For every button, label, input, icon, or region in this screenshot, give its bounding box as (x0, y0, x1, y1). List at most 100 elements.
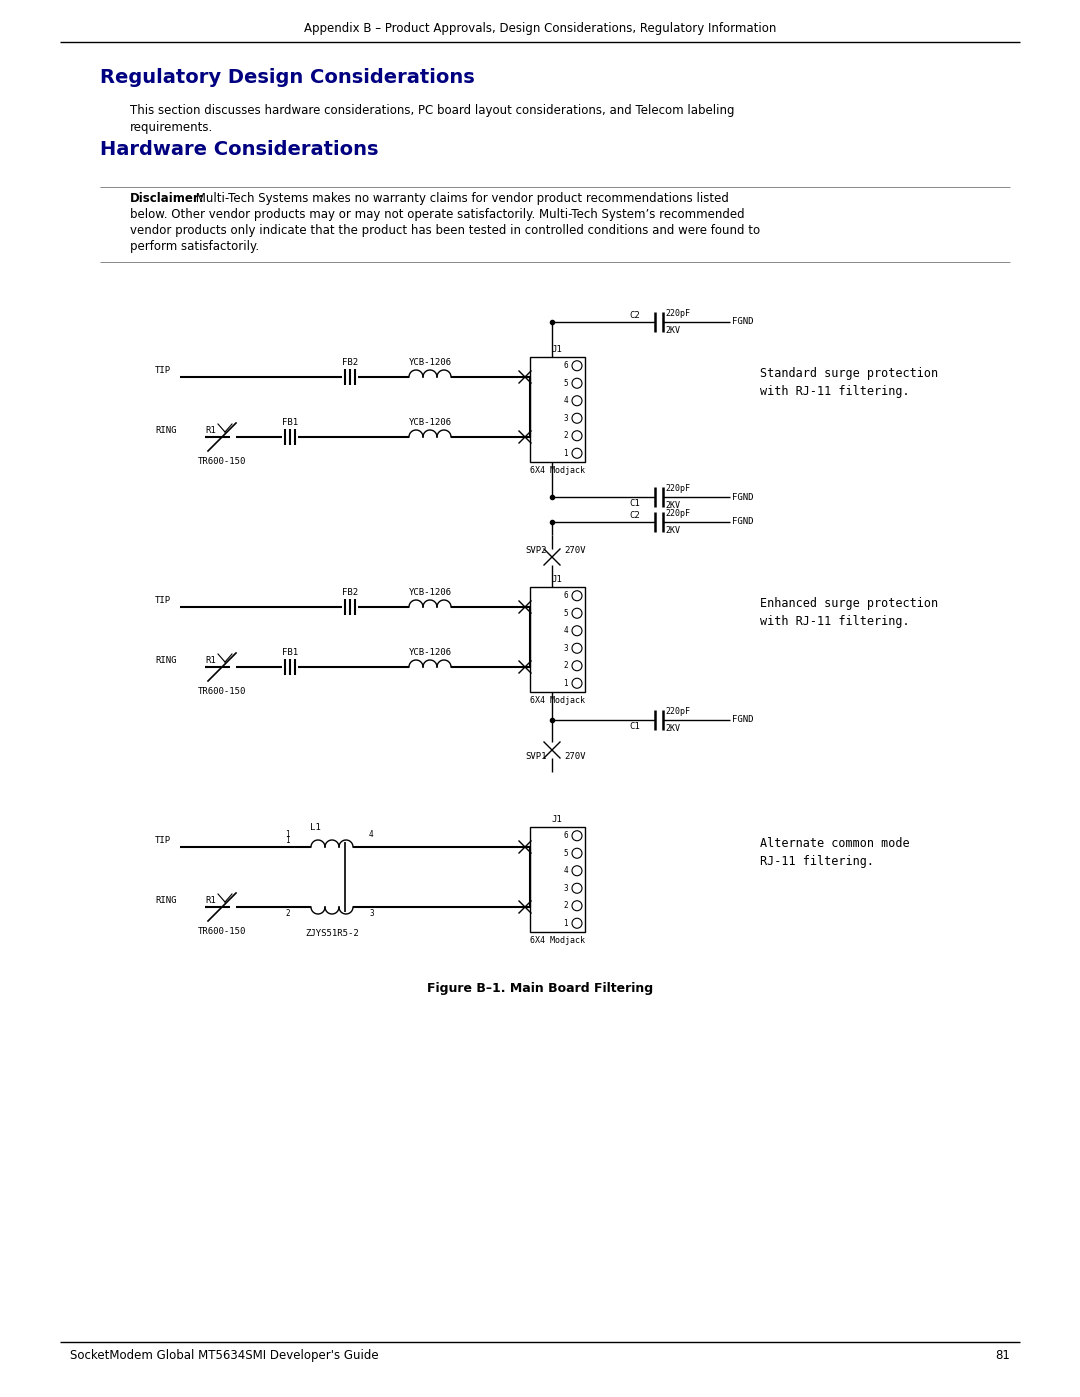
Text: 270V: 270V (564, 546, 585, 555)
Text: 220pF: 220pF (665, 509, 690, 518)
Text: Alternate common mode: Alternate common mode (760, 837, 909, 849)
Circle shape (572, 360, 582, 370)
Text: J1: J1 (552, 576, 563, 584)
Text: SVP1: SVP1 (526, 752, 546, 761)
Text: 220pF: 220pF (665, 707, 690, 717)
Text: 81: 81 (995, 1350, 1010, 1362)
Text: 6X4 Modjack: 6X4 Modjack (529, 467, 584, 475)
Text: YCB-1206: YCB-1206 (408, 358, 451, 367)
Text: Multi-Tech Systems makes no warranty claims for vendor product recommendations l: Multi-Tech Systems makes no warranty cla… (192, 191, 729, 205)
Text: R1: R1 (205, 426, 216, 434)
Circle shape (572, 379, 582, 388)
Text: Appendix B – Product Approvals, Design Considerations, Regulatory Information: Appendix B – Product Approvals, Design C… (303, 22, 777, 35)
Text: 2: 2 (564, 432, 568, 440)
Text: with RJ-11 filtering.: with RJ-11 filtering. (760, 386, 909, 398)
Text: 6X4 Modjack: 6X4 Modjack (529, 936, 584, 944)
Text: Enhanced surge protection: Enhanced surge protection (760, 597, 939, 610)
Text: with RJ-11 filtering.: with RJ-11 filtering. (760, 615, 909, 629)
Text: This section discusses hardware considerations, PC board layout considerations, : This section discusses hardware consider… (130, 103, 734, 117)
Text: RING: RING (156, 895, 176, 905)
Circle shape (572, 608, 582, 619)
Text: C1: C1 (630, 722, 640, 731)
Text: RJ-11 filtering.: RJ-11 filtering. (760, 855, 874, 868)
Text: FGND: FGND (732, 493, 754, 502)
Text: FGND: FGND (732, 317, 754, 327)
Text: J1: J1 (552, 814, 563, 824)
Text: SVP2: SVP2 (526, 546, 546, 555)
Text: FB2: FB2 (342, 588, 359, 597)
Text: 2: 2 (564, 901, 568, 911)
Text: R1: R1 (205, 895, 216, 905)
Text: 220pF: 220pF (665, 309, 690, 319)
Circle shape (572, 395, 582, 405)
Text: RING: RING (156, 657, 176, 665)
Text: C2: C2 (630, 312, 640, 320)
Circle shape (572, 414, 582, 423)
Text: 270V: 270V (564, 752, 585, 761)
Bar (530, 827, 585, 932)
Circle shape (572, 901, 582, 911)
Text: TIP: TIP (156, 835, 171, 845)
Text: 2KV: 2KV (665, 527, 680, 535)
Text: 5: 5 (564, 849, 568, 858)
Text: below. Other vendor products may or may not operate satisfactorily. Multi-Tech S: below. Other vendor products may or may … (130, 208, 744, 221)
Text: 3: 3 (564, 644, 568, 652)
Text: 3: 3 (564, 414, 568, 423)
Text: Figure B–1. Main Board Filtering: Figure B–1. Main Board Filtering (427, 982, 653, 995)
Text: 5: 5 (564, 379, 568, 388)
Text: TR600-150: TR600-150 (198, 928, 246, 936)
Text: TIP: TIP (156, 597, 171, 605)
Text: 2KV: 2KV (665, 502, 680, 510)
Text: TR600-150: TR600-150 (198, 687, 246, 696)
Text: Disclaimer:: Disclaimer: (130, 191, 204, 205)
Text: TR600-150: TR600-150 (198, 457, 246, 467)
Text: 2KV: 2KV (665, 326, 680, 335)
Circle shape (572, 866, 582, 876)
Text: RING: RING (156, 426, 176, 434)
Text: 1: 1 (564, 448, 568, 458)
Text: 1: 1 (564, 919, 568, 928)
Text: YCB-1206: YCB-1206 (408, 418, 451, 427)
Circle shape (572, 679, 582, 689)
Text: YCB-1206: YCB-1206 (408, 648, 451, 657)
Text: J1: J1 (552, 345, 563, 353)
Text: R1: R1 (205, 657, 216, 665)
Text: 4: 4 (564, 626, 568, 636)
Text: perform satisfactorily.: perform satisfactorily. (130, 240, 259, 253)
Text: 1: 1 (564, 679, 568, 687)
Text: 6: 6 (564, 591, 568, 601)
Text: 3: 3 (369, 909, 374, 918)
Text: SocketModem Global MT5634SMI Developer's Guide: SocketModem Global MT5634SMI Developer's… (70, 1350, 379, 1362)
Circle shape (572, 848, 582, 858)
Text: 5: 5 (564, 609, 568, 617)
Text: 2: 2 (285, 909, 291, 918)
Text: Standard surge protection: Standard surge protection (760, 367, 939, 380)
Text: 1: 1 (285, 835, 291, 845)
Text: FGND: FGND (732, 715, 754, 725)
Circle shape (572, 643, 582, 654)
Circle shape (572, 430, 582, 440)
Text: C2: C2 (630, 511, 640, 520)
Text: Regulatory Design Considerations: Regulatory Design Considerations (100, 68, 475, 87)
Text: 4: 4 (564, 866, 568, 876)
Text: FGND: FGND (732, 517, 754, 527)
Text: vendor products only indicate that the product has been tested in controlled con: vendor products only indicate that the p… (130, 224, 760, 237)
Circle shape (572, 918, 582, 928)
Circle shape (572, 831, 582, 841)
Text: 6: 6 (564, 831, 568, 840)
Text: requirements.: requirements. (130, 122, 213, 134)
Text: YCB-1206: YCB-1206 (408, 588, 451, 597)
Text: 4: 4 (369, 830, 374, 840)
Text: ZJYS51R5-2: ZJYS51R5-2 (306, 929, 359, 937)
Text: 6: 6 (564, 362, 568, 370)
Text: TIP: TIP (156, 366, 171, 374)
Text: C1: C1 (630, 499, 640, 509)
Text: 6X4 Modjack: 6X4 Modjack (529, 696, 584, 705)
Text: Hardware Considerations: Hardware Considerations (100, 140, 378, 159)
Bar (530, 587, 585, 692)
Text: L1: L1 (310, 823, 321, 833)
Circle shape (572, 661, 582, 671)
Circle shape (572, 626, 582, 636)
Text: FB1: FB1 (282, 648, 298, 657)
Text: 4: 4 (564, 397, 568, 405)
